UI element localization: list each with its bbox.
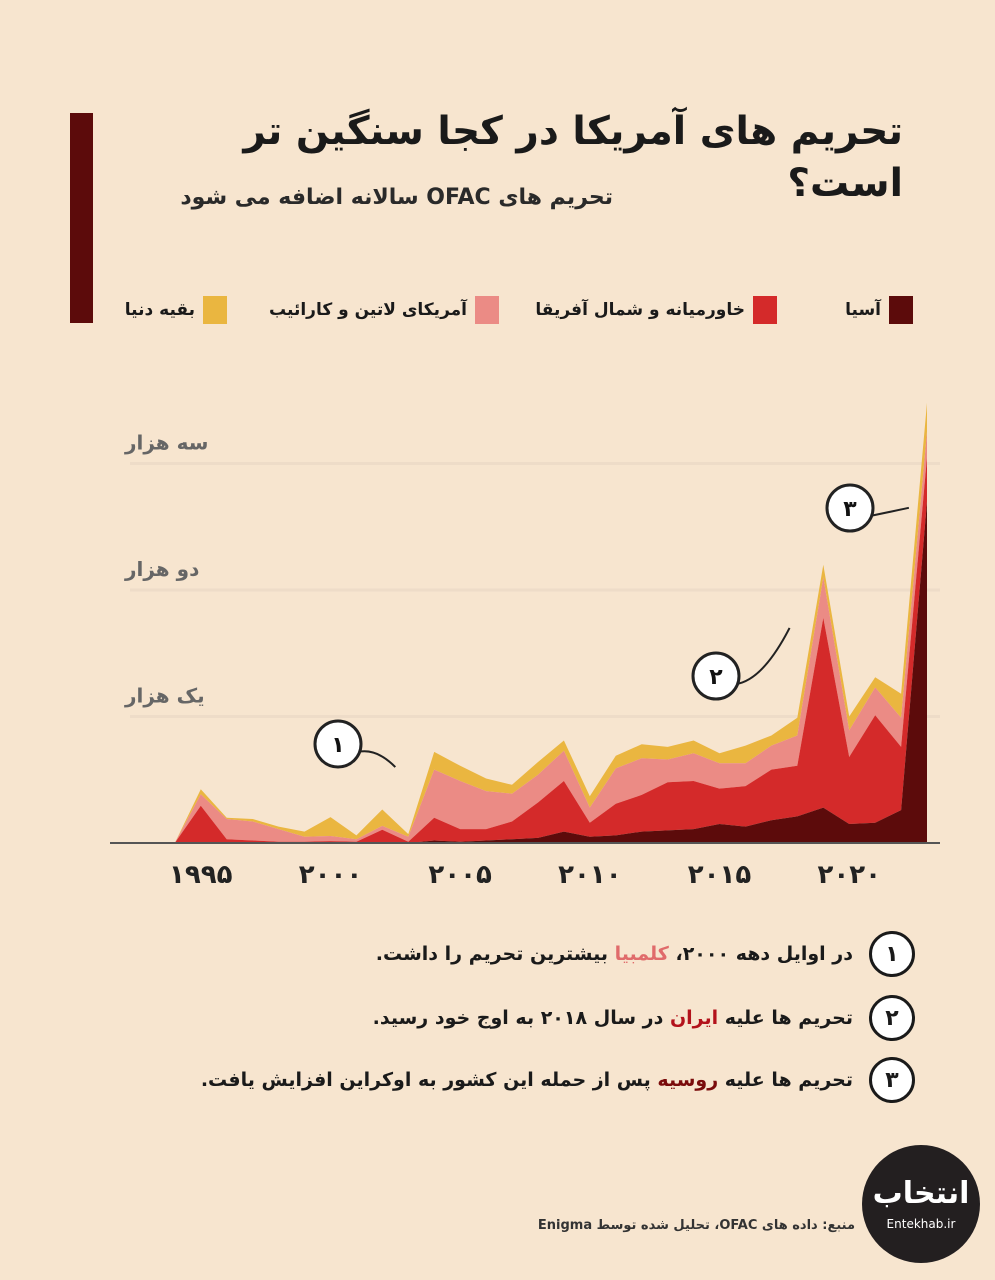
logo-url: Entekhab.ir <box>886 1217 956 1231</box>
x-tick-label: ۲۰۲۰ <box>817 860 880 890</box>
y-tick-label: دو هزار <box>124 557 199 581</box>
annotation-label: ۳ <box>843 497 857 522</box>
note-text: در اوایل دهه ۲۰۰۰، کلمبیا بیشترین تحریم … <box>375 943 853 965</box>
annotation-arrow <box>869 506 910 517</box>
x-tick-label: ۲۰۰۵ <box>428 860 492 890</box>
annotation-circle <box>313 719 363 769</box>
annotation-arrow <box>735 627 791 685</box>
source-note: منبع: داده های OFAC، تحلیل شده توسط Enig… <box>537 1218 855 1233</box>
page-subtitle: تحریم های OFAC سالانه اضافه می شود <box>180 185 613 210</box>
note-text: تحریم ها علیه ایران در سال ۲۰۱۸ به اوج خ… <box>372 1007 853 1029</box>
note-1: ۱ در اوایل دهه ۲۰۰۰، کلمبیا بیشترین تحری… <box>376 928 915 980</box>
area-series-2 <box>123 431 927 843</box>
legend-swatch-mena <box>753 296 777 324</box>
legend-label: آمریکای لاتین و کارائیب <box>269 300 467 320</box>
logo-name: انتخاب <box>872 1176 970 1211</box>
page-title: تحریم های آمریکا در کجا سنگین تر است؟ <box>243 109 903 206</box>
title-accent-bar <box>70 113 93 323</box>
area-series-1 <box>123 457 927 843</box>
note-2: ۲ تحریم ها علیه ایران در سال ۲۰۱۸ به اوج… <box>373 992 915 1044</box>
highlight-russia: روسیه <box>657 1069 719 1091</box>
note-3: ۳ تحریم ها علیه روسیه پس از حمله این کشو… <box>201 1054 915 1106</box>
annotation-circle <box>825 483 875 533</box>
x-tick-label: ۲۰۱۵ <box>688 860 752 890</box>
legend-label: خاورمیانه و شمال آفریقا <box>535 300 745 320</box>
legend-label: آسیا <box>845 300 881 320</box>
entekhab-logo: انتخاب Entekhab.ir <box>862 1145 980 1263</box>
note-number: ۲ <box>869 995 915 1041</box>
stacked-area-chart: یک هزار دو هزار سه هزار ۱۹۹۵ ۲۰۰۰ ۲۰۰۵ ۲۰۱۰ ۲۰۱… <box>110 402 940 890</box>
annotation-circle <box>691 651 741 701</box>
note-text: تحریم ها علیه روسیه پس از حمله این کشور … <box>200 1069 853 1091</box>
y-tick-label: سه هزار <box>124 431 208 455</box>
legend-swatch-latam <box>475 296 499 324</box>
y-tick-label: یک هزار <box>124 684 205 708</box>
legend-swatch-asia <box>889 296 913 324</box>
annotation-label: ۲ <box>709 665 723 690</box>
legend-item-latam: آمریکای لاتین و کارائیب <box>269 290 499 330</box>
annotation-label: ۱ <box>331 733 344 758</box>
x-tick-label: ۲۰۱۰ <box>558 860 621 890</box>
legend-item-rest: بقیه دنیا <box>125 290 227 330</box>
annotation-arrow <box>357 750 397 768</box>
legend-item-asia: آسیا <box>845 290 913 330</box>
legend-label: بقیه دنیا <box>124 300 195 320</box>
highlight-iran: ایران <box>669 1007 719 1029</box>
note-number: ۳ <box>869 1057 915 1103</box>
x-tick-label: ۲۰۰۰ <box>299 860 362 890</box>
note-number: ۱ <box>869 931 915 977</box>
legend-item-mena: خاورمیانه و شمال آفریقا <box>535 290 777 330</box>
legend-swatch-rest <box>203 296 227 324</box>
highlight-colombia: کلمبیا <box>614 943 669 965</box>
x-tick-label: ۱۹۹۵ <box>169 860 233 890</box>
